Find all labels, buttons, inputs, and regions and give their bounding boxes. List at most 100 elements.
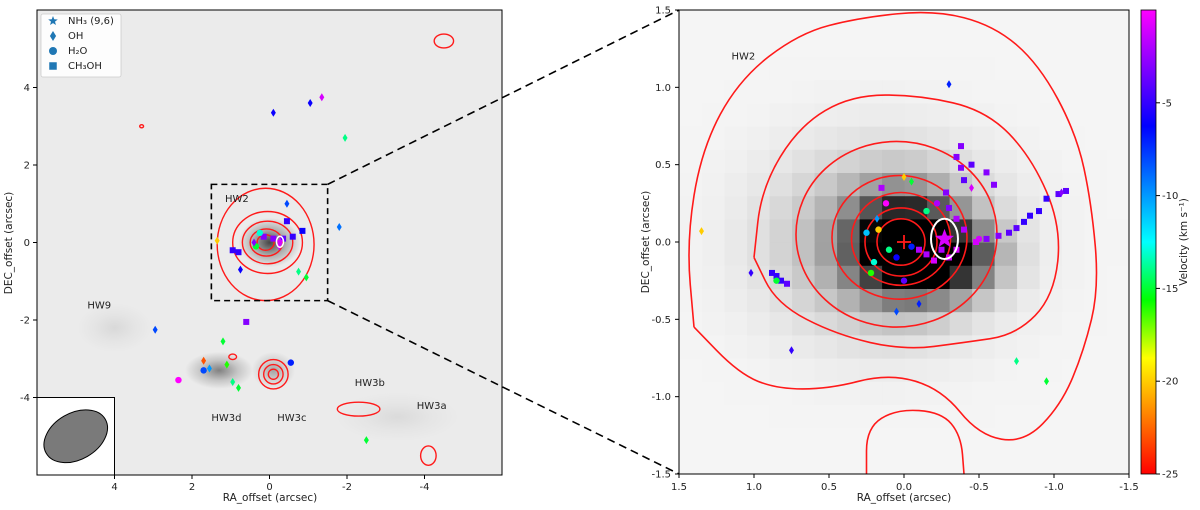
legend-label-oh: OH bbox=[68, 31, 83, 42]
y-tick-label: -4 bbox=[20, 393, 30, 404]
gray-pixel bbox=[926, 358, 950, 382]
gray-pixel bbox=[769, 195, 793, 220]
gray-pixel bbox=[1039, 10, 1063, 34]
gray-pixel bbox=[949, 404, 973, 429]
gray-pixel bbox=[1106, 311, 1129, 336]
gray-pixel bbox=[1084, 79, 1108, 104]
contour-line bbox=[249, 228, 284, 257]
gray-pixel bbox=[724, 358, 748, 382]
maser-point bbox=[270, 235, 277, 242]
maser-point bbox=[969, 183, 974, 192]
gray-pixel bbox=[679, 381, 703, 405]
gray-pixel bbox=[701, 404, 725, 429]
gray-pixel bbox=[746, 79, 770, 104]
gray-pixel bbox=[769, 79, 793, 104]
colorbar-ticks: -5 -10 -15 -20 -25 bbox=[1156, 98, 1178, 481]
gray-pixel bbox=[701, 381, 725, 405]
gray-pixel bbox=[971, 450, 995, 474]
gray-pixel bbox=[746, 56, 770, 81]
gray-pixel bbox=[926, 33, 950, 57]
gray-pixel bbox=[814, 311, 838, 336]
right-axis-ticks: 1.5 1.0 0.5 0.0 -0.5 -1.0 -1.51.51.00.50.0-0.5… bbox=[651, 6, 1138, 494]
gray-pixel bbox=[1039, 265, 1063, 289]
gray-pixel bbox=[1084, 450, 1108, 474]
right-x-axis-label: RA_offset (arcsec) bbox=[857, 492, 952, 504]
gray-pixel bbox=[701, 10, 725, 34]
gray-pixel bbox=[949, 450, 973, 474]
legend-marker-square bbox=[49, 62, 57, 70]
gray-pixel bbox=[971, 126, 995, 150]
nh3-star bbox=[275, 236, 285, 246]
gray-pixel bbox=[859, 33, 883, 57]
gray-pixel bbox=[769, 218, 793, 243]
gray-pixel bbox=[881, 149, 905, 173]
gray-pixel bbox=[881, 358, 905, 382]
y-tick-label: 0 bbox=[24, 238, 30, 249]
gray-pixel bbox=[994, 79, 1018, 104]
gray-pixel bbox=[679, 288, 703, 313]
x-tick-label: -4 bbox=[420, 482, 430, 493]
gray-pixel bbox=[994, 126, 1018, 150]
gray-pixel bbox=[859, 381, 883, 405]
gray-pixel bbox=[1039, 358, 1063, 382]
gray-pixel bbox=[971, 311, 995, 336]
gray-pixel bbox=[904, 56, 928, 81]
gray-pixel bbox=[814, 358, 838, 382]
gray-pixel bbox=[904, 218, 928, 243]
gray-pixel bbox=[949, 311, 973, 336]
x-tick-label: 0.5 bbox=[821, 482, 837, 493]
gray-pixel bbox=[724, 102, 748, 127]
gray-pixel bbox=[949, 381, 973, 405]
gray-pixel bbox=[769, 381, 793, 405]
contour-line bbox=[433, 33, 455, 49]
gray-pixel bbox=[859, 242, 883, 266]
gray-pixel bbox=[814, 195, 838, 220]
gray-pixel bbox=[724, 404, 748, 429]
maser-point bbox=[1043, 195, 1050, 202]
gray-pixel bbox=[1061, 102, 1085, 127]
gray-pixel bbox=[836, 334, 860, 359]
maser-point bbox=[909, 177, 914, 186]
gray-pixel bbox=[679, 334, 703, 359]
y-tick-label: 0.0 bbox=[655, 238, 671, 249]
maser-point bbox=[363, 436, 369, 445]
region-label: HW3d bbox=[211, 413, 241, 424]
maser-point bbox=[1036, 208, 1042, 215]
gray-pixel bbox=[1061, 334, 1085, 359]
gray-pixel bbox=[881, 427, 905, 452]
contour-line bbox=[231, 210, 304, 275]
maser-point bbox=[342, 133, 348, 142]
maser-point bbox=[946, 204, 952, 211]
gray-pixel bbox=[1084, 381, 1108, 405]
right-maser-points bbox=[699, 80, 1069, 386]
region-label: HW3c bbox=[277, 413, 306, 424]
maser-point bbox=[938, 246, 945, 253]
gray-pixel bbox=[859, 450, 883, 474]
gray-pixel bbox=[1061, 126, 1085, 150]
gray-pixel bbox=[1039, 149, 1063, 173]
gray-pixel bbox=[1016, 381, 1040, 405]
gray-pixel bbox=[746, 450, 770, 474]
contour-line bbox=[865, 409, 965, 474]
gray-pixel bbox=[971, 149, 995, 173]
gray-pixel bbox=[769, 149, 793, 173]
maser-point bbox=[299, 227, 306, 234]
gray-pixel bbox=[881, 218, 905, 243]
gray-pixel bbox=[836, 381, 860, 405]
gray-pixel bbox=[926, 126, 950, 150]
gray-pixel bbox=[746, 265, 770, 289]
gray-pixel bbox=[724, 265, 748, 289]
region-label: HW2 bbox=[225, 194, 249, 205]
gray-pixel bbox=[904, 404, 928, 429]
colorbar-tick-label: -20 bbox=[1162, 377, 1178, 388]
x-tick-label: 4 bbox=[111, 482, 117, 493]
gray-pixel bbox=[994, 381, 1018, 405]
gray-pixel bbox=[949, 56, 973, 81]
gray-pixel bbox=[1016, 450, 1040, 474]
gray-pixel bbox=[814, 404, 838, 429]
gray-pixel bbox=[791, 33, 815, 57]
maser-point bbox=[916, 299, 922, 308]
gray-pixel bbox=[926, 288, 950, 313]
gray-pixel bbox=[859, 195, 883, 220]
gray-pixel bbox=[859, 172, 883, 197]
